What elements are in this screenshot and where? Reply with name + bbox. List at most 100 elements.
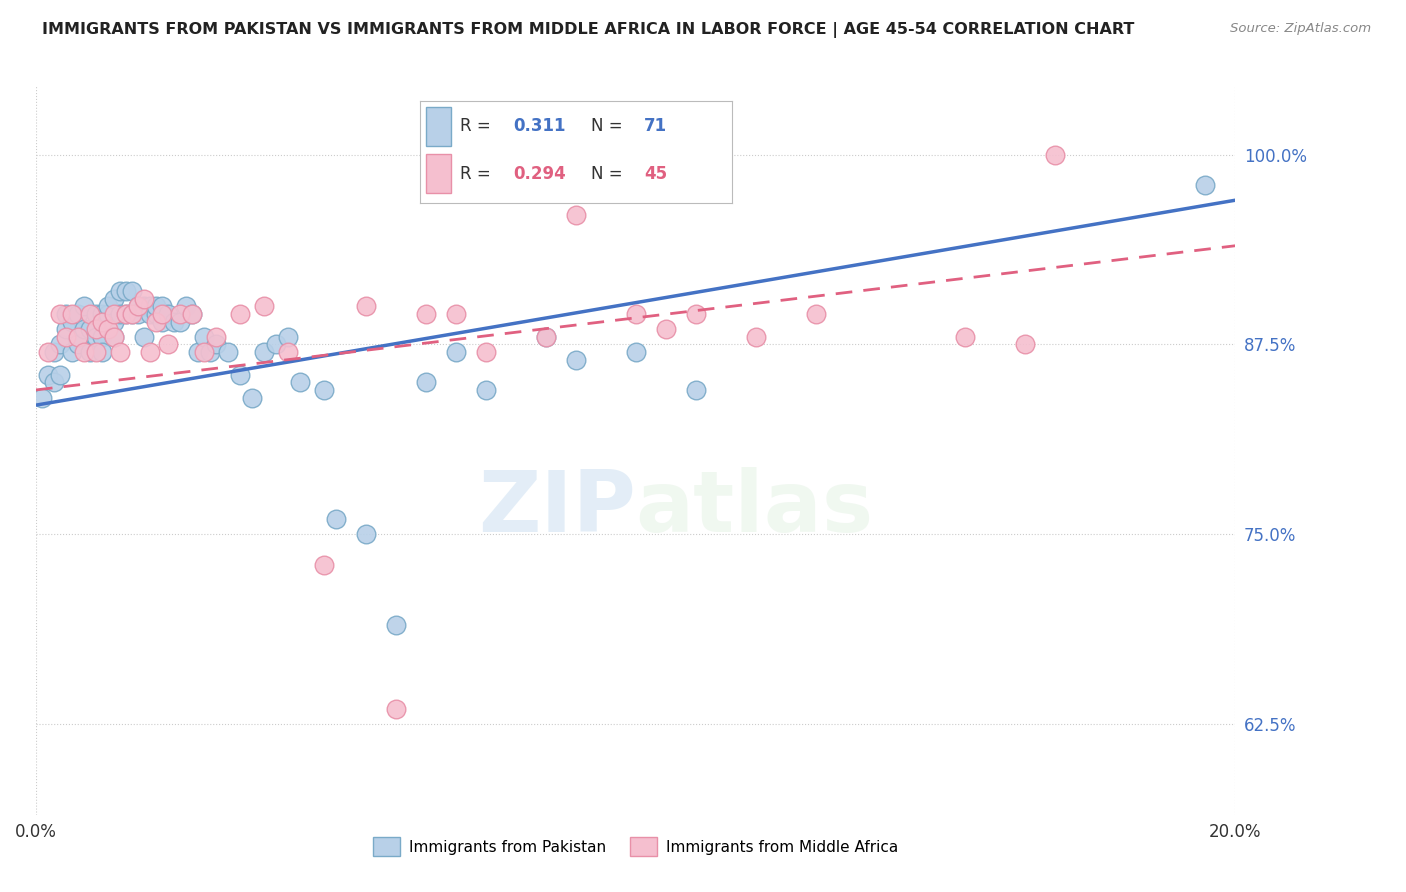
Point (139, 345, 162, 359)
Point (121, 307, 143, 321)
Point (163, 315, 186, 329)
Point (169, 307, 191, 321)
Point (103, 292, 125, 306)
Point (42, 345, 65, 359)
Point (180, 307, 202, 321)
Point (73, 322, 96, 336)
Point (145, 300, 167, 314)
Point (229, 307, 252, 321)
Point (534, 330, 557, 344)
Point (49, 368, 72, 382)
Point (90, 330, 112, 344)
Point (79, 345, 101, 359)
Point (253, 300, 276, 314)
Point (187, 345, 209, 359)
Point (180, 307, 202, 321)
Point (55, 322, 77, 336)
Point (66, 307, 89, 321)
Point (277, 330, 299, 344)
Point (169, 315, 191, 329)
Point (174, 300, 197, 314)
Point (132, 330, 155, 344)
Point (198, 345, 221, 359)
Point (90, 345, 112, 359)
Point (121, 285, 143, 299)
Point (42, 376, 65, 390)
Point (84, 345, 107, 359)
Text: Source: ZipAtlas.com: Source: ZipAtlas.com (1230, 22, 1371, 36)
Point (654, 322, 676, 336)
Point (205, 337, 228, 351)
Point (49, 337, 72, 351)
Point (205, 330, 228, 344)
Point (229, 368, 252, 382)
Point (66, 337, 89, 351)
Point (108, 285, 131, 299)
Point (564, 208, 586, 222)
Text: IMMIGRANTS FROM PAKISTAN VS IMMIGRANTS FROM MIDDLE AFRICA IN LABOR FORCE | AGE 4: IMMIGRANTS FROM PAKISTAN VS IMMIGRANTS F… (42, 22, 1135, 38)
Point (115, 307, 138, 321)
Point (139, 307, 162, 321)
Point (103, 330, 125, 344)
Point (108, 307, 131, 321)
Point (474, 383, 496, 397)
Point (139, 300, 162, 314)
Point (564, 352, 586, 367)
Point (84, 322, 107, 336)
Point (685, 307, 707, 321)
Point (534, 330, 557, 344)
Point (624, 345, 647, 359)
Point (217, 345, 239, 359)
Point (31, 391, 53, 405)
Point (624, 307, 647, 321)
Point (55, 307, 77, 321)
Point (150, 315, 173, 329)
Point (145, 307, 167, 321)
Point (804, 307, 827, 321)
Point (132, 292, 155, 306)
Point (193, 345, 215, 359)
Point (73, 300, 96, 314)
Point (288, 376, 311, 390)
Point (115, 307, 138, 321)
Point (90, 315, 112, 329)
Point (150, 307, 173, 321)
Point (79, 307, 101, 321)
Point (90, 307, 112, 321)
Point (955, 330, 977, 344)
Point (240, 391, 263, 405)
Point (1045, 147, 1067, 161)
Point (49, 307, 72, 321)
Point (60, 345, 83, 359)
Legend: Immigrants from Pakistan, Immigrants from Middle Africa: Immigrants from Pakistan, Immigrants fro… (367, 831, 904, 862)
Point (1014, 337, 1036, 351)
Point (60, 307, 83, 321)
Point (325, 512, 347, 526)
Text: ZIP: ZIP (478, 467, 636, 550)
Point (156, 337, 179, 351)
Point (354, 527, 377, 541)
Point (444, 345, 467, 359)
Point (277, 345, 299, 359)
Point (150, 300, 173, 314)
Point (37, 368, 59, 382)
Point (193, 330, 215, 344)
Point (312, 383, 335, 397)
Point (384, 702, 406, 716)
Point (384, 618, 406, 632)
Point (121, 307, 143, 321)
Point (127, 300, 149, 314)
Point (127, 307, 149, 321)
Text: atlas: atlas (636, 467, 875, 550)
Point (103, 307, 125, 321)
Point (84, 307, 107, 321)
Point (444, 307, 467, 321)
Point (55, 330, 77, 344)
Point (744, 330, 766, 344)
Point (66, 330, 89, 344)
Point (264, 337, 287, 351)
Point (73, 345, 96, 359)
Point (415, 376, 437, 390)
Point (253, 345, 276, 359)
Point (60, 315, 83, 329)
